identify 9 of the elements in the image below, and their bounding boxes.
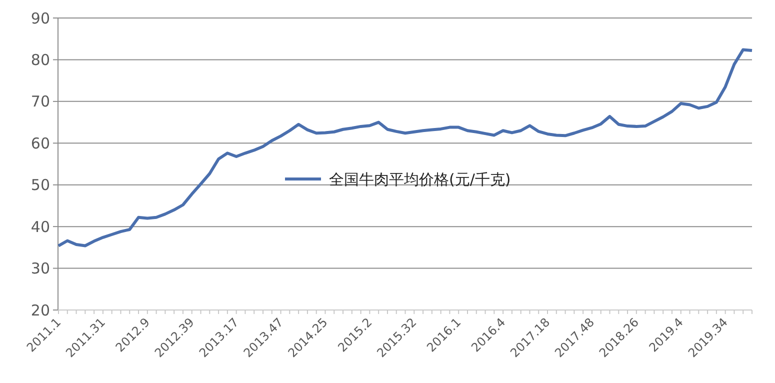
y-tick-label: 60 (30, 134, 50, 152)
y-tick-label: 20 (30, 301, 50, 320)
legend-label: 全国牛肉平均价格(元/千克) (329, 170, 511, 188)
y-tick-label: 30 (30, 260, 50, 278)
y-tick-label: 70 (30, 92, 50, 111)
y-tick-label: 40 (30, 218, 50, 236)
y-tick-label: 90 (30, 9, 50, 28)
y-tick-label: 80 (30, 50, 50, 69)
y-tick-label: 50 (30, 176, 50, 194)
